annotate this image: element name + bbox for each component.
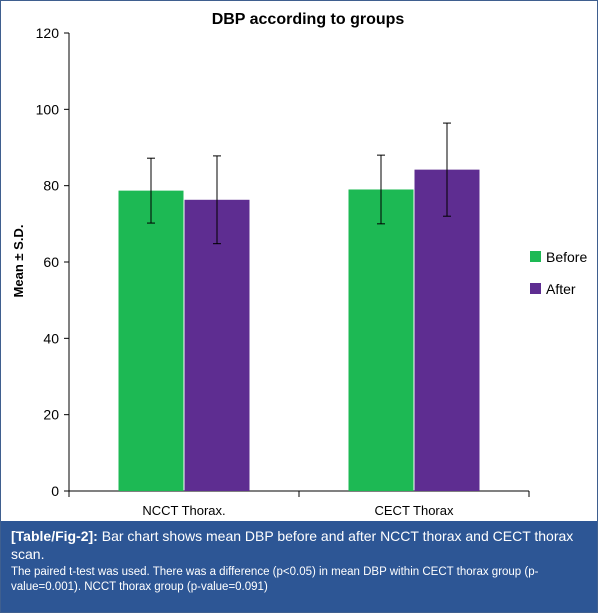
y-tick-label: 20 xyxy=(43,407,59,423)
y-tick-label: 40 xyxy=(43,330,59,346)
caption-main-text: Bar chart shows mean DBP before and afte… xyxy=(11,528,574,562)
error-bars xyxy=(147,122,451,245)
legend-label: Before xyxy=(546,249,587,265)
x-category-label: CECT Thorax xyxy=(375,503,454,518)
legend-swatch xyxy=(530,251,541,262)
legend: Before After xyxy=(530,249,587,297)
legend-label: After xyxy=(546,281,576,297)
y-tick-label: 80 xyxy=(43,178,59,194)
bar xyxy=(348,189,414,491)
y-tick-label: 100 xyxy=(36,101,60,117)
chart-title: DBP according to groups xyxy=(212,11,405,28)
y-tick-label: 120 xyxy=(36,25,60,41)
figure-caption: [Table/Fig-2]: Bar chart shows mean DBP … xyxy=(1,521,597,612)
y-axis: 0 20 40 60 80 100 120 xyxy=(36,25,70,499)
bars xyxy=(118,169,480,492)
y-tick-label: 60 xyxy=(43,254,59,270)
legend-swatch xyxy=(530,283,541,294)
x-axis: NCCT Thorax. CECT Thorax xyxy=(68,490,530,518)
bar xyxy=(184,199,250,491)
figure-reference: [Table/Fig-2]: xyxy=(11,528,98,544)
x-category-label: NCCT Thorax. xyxy=(142,503,225,518)
bar xyxy=(118,190,184,491)
y-axis-title: Mean ± S.D. xyxy=(11,225,26,298)
caption-note: The paired t-test was used. There was a … xyxy=(11,566,539,593)
bar-chart: DBP according to groups 020406080100120 … xyxy=(11,11,587,518)
bar xyxy=(414,169,480,492)
y-tick-label: 0 xyxy=(51,483,59,499)
